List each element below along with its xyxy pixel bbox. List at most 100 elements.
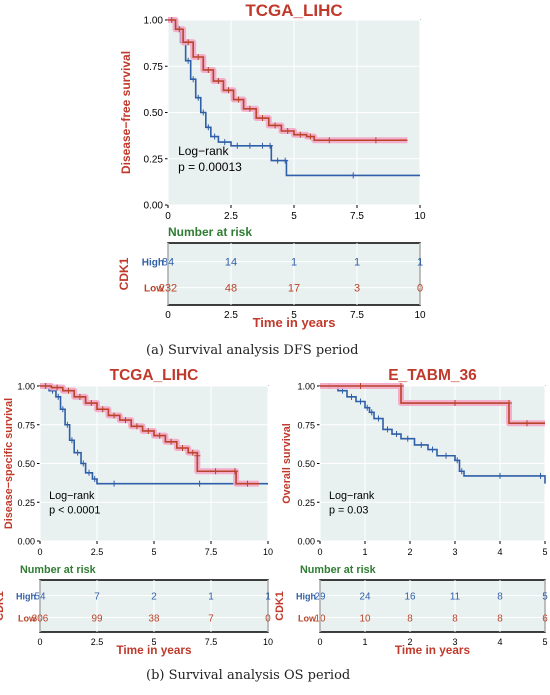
p-value-label: p = 0.03 <box>329 505 368 517</box>
y-tick-label: 1.00 <box>144 16 164 27</box>
risk-count: 48 <box>225 283 237 295</box>
risk-row-label-low: Low <box>144 284 164 295</box>
censor-mark <box>393 431 400 438</box>
censor-mark <box>74 449 81 456</box>
censor-mark <box>404 435 411 442</box>
risk-count: 8 <box>407 613 413 624</box>
risk-row-label-high: High <box>142 258 164 269</box>
censor-mark <box>458 468 465 475</box>
risk-x-tick-label: 5 <box>151 637 156 647</box>
censor-mark <box>111 412 118 419</box>
censor-mark <box>145 427 152 434</box>
x-tick-label: 0 <box>317 547 322 557</box>
censor-mark <box>205 124 212 131</box>
censor-mark <box>99 406 106 413</box>
censor-mark <box>418 441 425 448</box>
censor-mark <box>267 142 274 149</box>
censor-mark <box>497 472 503 479</box>
risk-count: 1 <box>265 592 271 603</box>
censor-mark <box>524 420 530 427</box>
y-tick-label: 0.25 <box>17 498 35 508</box>
risk-row-label-high: High <box>296 592 316 602</box>
x-tick-label: 5 <box>542 547 547 557</box>
risk-count: 232 <box>159 283 177 295</box>
x-tick-label: 5 <box>151 547 156 557</box>
risk-count: 10 <box>315 613 326 624</box>
censor-mark <box>452 400 458 407</box>
censor-mark <box>348 393 355 400</box>
risk-count: 99 <box>92 613 103 624</box>
risk-row-label-low: Low <box>298 613 317 623</box>
x-tick-label: 4 <box>497 547 502 557</box>
censor-mark <box>429 446 436 453</box>
risk-count: 54 <box>35 592 46 603</box>
censor-mark <box>64 421 71 428</box>
risk-count: 10 <box>360 613 371 624</box>
risk-strata-label: CDK1 <box>117 257 131 290</box>
risk-x-tick-label: 5 <box>291 310 297 321</box>
risk-count: 5 <box>542 592 548 603</box>
x-tick-label: 0 <box>165 211 171 222</box>
risk-x-tick-label: 2 <box>407 637 412 647</box>
censor-mark <box>398 383 404 389</box>
censor-mark <box>68 437 75 444</box>
censor-mark <box>185 39 192 46</box>
censor-mark <box>190 76 197 83</box>
x-tick-label: 10 <box>263 547 273 557</box>
censor-mark <box>282 157 289 164</box>
censor-mark <box>307 133 314 140</box>
y-tick-label: 1.00 <box>297 382 315 392</box>
x-tick-label: 7.5 <box>205 547 218 557</box>
logrank-label: Log−rank <box>329 490 375 502</box>
risk-x-tick-label: 1 <box>362 637 367 647</box>
censor-mark <box>246 105 253 112</box>
risk-x-tick-label: 10 <box>414 310 426 321</box>
censor-mark <box>225 87 232 94</box>
y-tick-label: 0.50 <box>297 459 315 469</box>
censor-mark <box>364 404 371 411</box>
censor-mark <box>65 387 72 394</box>
censor-mark <box>537 472 544 479</box>
risk-x-tick-label: 0 <box>317 637 322 647</box>
y-tick-label: 0.00 <box>144 201 164 212</box>
risk-x-tick-label: 4 <box>497 637 502 647</box>
x-tick-label: 5 <box>291 211 297 222</box>
risk-count: 14 <box>225 257 237 269</box>
x-axis-title: Time in years <box>253 315 336 330</box>
logrank-label: Log−rank <box>178 144 229 158</box>
risk-count: 1 <box>417 257 423 269</box>
risk-count: 84 <box>162 257 174 269</box>
risk-x-tick-label: 10 <box>263 637 273 647</box>
censor-mark <box>185 57 192 64</box>
censor-mark <box>350 172 357 179</box>
risk-strata-label: CDK1 <box>274 591 286 620</box>
censor-mark <box>234 142 241 149</box>
risk-x-tick-label: 7.5 <box>205 637 218 647</box>
x-tick-label: 7.5 <box>350 211 364 222</box>
risk-x-tick-label: 3 <box>452 637 457 647</box>
risk-count: 29 <box>315 592 326 603</box>
censor-mark <box>259 115 266 122</box>
censor-mark <box>111 480 118 487</box>
censor-mark <box>274 157 281 164</box>
censor-mark <box>506 400 512 407</box>
censor-mark <box>215 78 222 85</box>
risk-x-tick-label: 2.5 <box>224 310 238 321</box>
censor-mark <box>42 383 49 389</box>
x-tick-label: 2.5 <box>91 547 104 557</box>
logrank-label: Log−rank <box>49 490 95 502</box>
censor-mark <box>76 393 83 400</box>
censor-mark <box>384 426 391 433</box>
risk-x-tick-label: 2.5 <box>91 637 104 647</box>
x-tick-label: 10 <box>414 211 426 222</box>
y-tick-label: 0.75 <box>144 62 164 73</box>
risk-count: 7 <box>94 592 100 603</box>
risk-x-tick-label: 5 <box>542 637 547 647</box>
censor-mark <box>86 469 93 476</box>
x-tick-label: 1 <box>362 547 367 557</box>
risk-count: 1 <box>208 592 214 603</box>
risk-table-heading: Number at risk <box>168 225 252 239</box>
